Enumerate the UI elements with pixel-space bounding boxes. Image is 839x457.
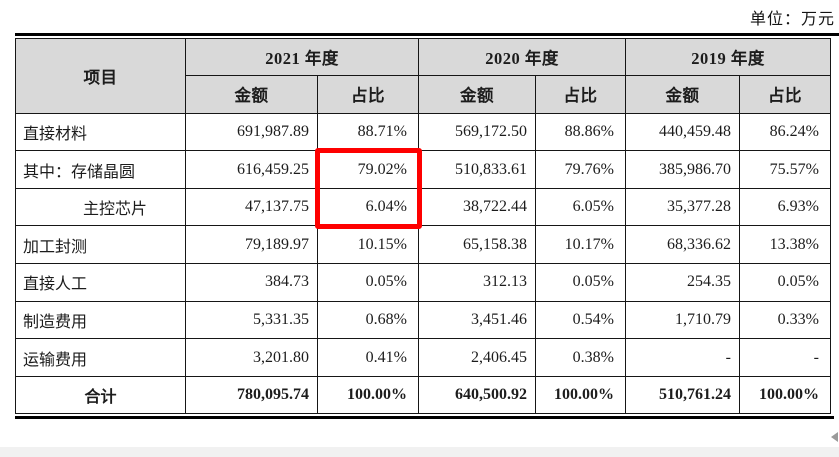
cell-amount: 2,406.45 xyxy=(418,338,536,377)
cell-amount: 5,331.35 xyxy=(185,300,318,340)
cell-ratio: 6.05% xyxy=(535,187,626,227)
table-body: 直接材料 691,987.89 88.71% 569,172.50 88.86% 440,… xyxy=(15,112,831,415)
table-row: 制造费用 5,331.35 0.68% 3,451.46 0.54% 1,710.79 0.… xyxy=(15,300,831,340)
table-row: 直接材料 691,987.89 88.71% 569,172.50 88.86% 440,… xyxy=(15,112,831,152)
table-row: 其中：存储晶圆 616,459.25 79.02% 510,833.61 79.76% 3… xyxy=(15,150,831,189)
cell-ratio: 100.00% xyxy=(739,375,831,415)
cost-structure-table: 项目 2021 年度 2020 年度 2019 年度 金额 占比 金额 占比 金… xyxy=(15,33,839,420)
table-row-total: 合计 780,095.74 100.00% 640,500.92 100.00% 510,… xyxy=(15,375,831,415)
column-header-item: 项目 xyxy=(15,37,186,114)
cell-ratio: 79.02% xyxy=(317,150,419,189)
bottom-strip xyxy=(0,447,839,457)
cell-amount: 569,172.50 xyxy=(418,112,536,152)
table-row: 主控芯片 47,137.75 6.04% 38,722.44 6.05% 35,377.2… xyxy=(15,187,831,227)
cell-ratio: 0.54% xyxy=(535,300,626,340)
row-label: 合计 xyxy=(15,375,186,415)
cell-amount: 510,833.61 xyxy=(418,150,536,189)
cell-ratio: 13.38% xyxy=(739,225,831,265)
cell-ratio: 75.57% xyxy=(739,150,831,189)
row-label: 直接材料 xyxy=(15,112,186,152)
cell-amount: 691,987.89 xyxy=(185,112,318,152)
cell-ratio: 100.00% xyxy=(535,375,626,415)
column-header-amount-2021: 金额 xyxy=(185,75,318,114)
cell-ratio: 0.68% xyxy=(317,300,419,340)
table-row: 直接人工 384.73 0.05% 312.13 0.05% 254.35 0.05% xyxy=(15,263,831,302)
column-header-amount-2019: 金额 xyxy=(625,75,740,114)
cell-ratio: 10.17% xyxy=(535,225,626,265)
column-header-year-2019: 2019 年度 xyxy=(625,37,831,77)
table-row: 加工封测 79,189.97 10.15% 65,158.38 10.17% 68,336… xyxy=(15,225,831,265)
cell-amount: 616,459.25 xyxy=(185,150,318,189)
cell-amount: 1,710.79 xyxy=(625,300,740,340)
row-label: 主控芯片 xyxy=(15,187,186,227)
cell-amount: 79,189.97 xyxy=(185,225,318,265)
column-header-ratio-2020: 占比 xyxy=(535,75,626,114)
cell-amount: 35,377.28 xyxy=(625,187,740,227)
cell-ratio: 6.93% xyxy=(739,187,831,227)
table-row: 运输费用 3,201.80 0.41% 2,406.45 0.38% - - xyxy=(15,338,831,377)
cell-amount: 385,986.70 xyxy=(625,150,740,189)
left-arrow-artifact-icon xyxy=(831,432,838,442)
row-label: 运输费用 xyxy=(15,338,186,377)
cell-ratio: 6.04% xyxy=(317,187,419,227)
cell-amount: 68,336.62 xyxy=(625,225,740,265)
cell-ratio: 0.41% xyxy=(317,338,419,377)
unit-label: 单位：万元 xyxy=(749,11,835,28)
table-top-rule xyxy=(15,33,839,36)
cell-amount: 640,500.92 xyxy=(418,375,536,415)
column-header-amount-2020: 金额 xyxy=(418,75,536,114)
cell-amount: 65,158.38 xyxy=(418,225,536,265)
cell-ratio: 79.76% xyxy=(535,150,626,189)
cell-amount: 47,137.75 xyxy=(185,187,318,227)
cell-ratio: 0.05% xyxy=(739,263,831,302)
cell-amount: 3,451.46 xyxy=(418,300,536,340)
cell-ratio: 86.24% xyxy=(739,112,831,152)
cell-amount: 440,459.48 xyxy=(625,112,740,152)
cell-ratio: 0.05% xyxy=(317,263,419,302)
cell-amount: 384.73 xyxy=(185,263,318,302)
cell-ratio: 100.00% xyxy=(317,375,419,415)
cell-amount: 510,761.24 xyxy=(625,375,740,415)
cell-amount: 38,722.44 xyxy=(418,187,536,227)
cell-ratio: 88.86% xyxy=(535,112,626,152)
cell-ratio: 10.15% xyxy=(317,225,419,265)
cell-amount: 254.35 xyxy=(625,263,740,302)
cell-amount: - xyxy=(625,338,740,377)
cell-ratio: 0.38% xyxy=(535,338,626,377)
column-header-ratio-2021: 占比 xyxy=(317,75,419,114)
cell-amount: 3,201.80 xyxy=(185,338,318,377)
column-header-year-2021: 2021 年度 xyxy=(185,37,419,77)
cell-amount: 780,095.74 xyxy=(185,375,318,415)
row-label: 直接人工 xyxy=(15,263,186,302)
cell-ratio: 88.71% xyxy=(317,112,419,152)
row-label: 其中：存储晶圆 xyxy=(15,150,186,189)
table-bottom-rule xyxy=(15,416,834,420)
cell-ratio: 0.05% xyxy=(535,263,626,302)
cell-ratio: - xyxy=(739,338,831,377)
row-label: 加工封测 xyxy=(15,225,186,265)
column-header-year-2020: 2020 年度 xyxy=(418,37,626,77)
row-label: 制造费用 xyxy=(15,300,186,340)
cell-ratio: 0.33% xyxy=(739,300,831,340)
cell-amount: 312.13 xyxy=(418,263,536,302)
column-header-ratio-2019: 占比 xyxy=(739,75,831,114)
